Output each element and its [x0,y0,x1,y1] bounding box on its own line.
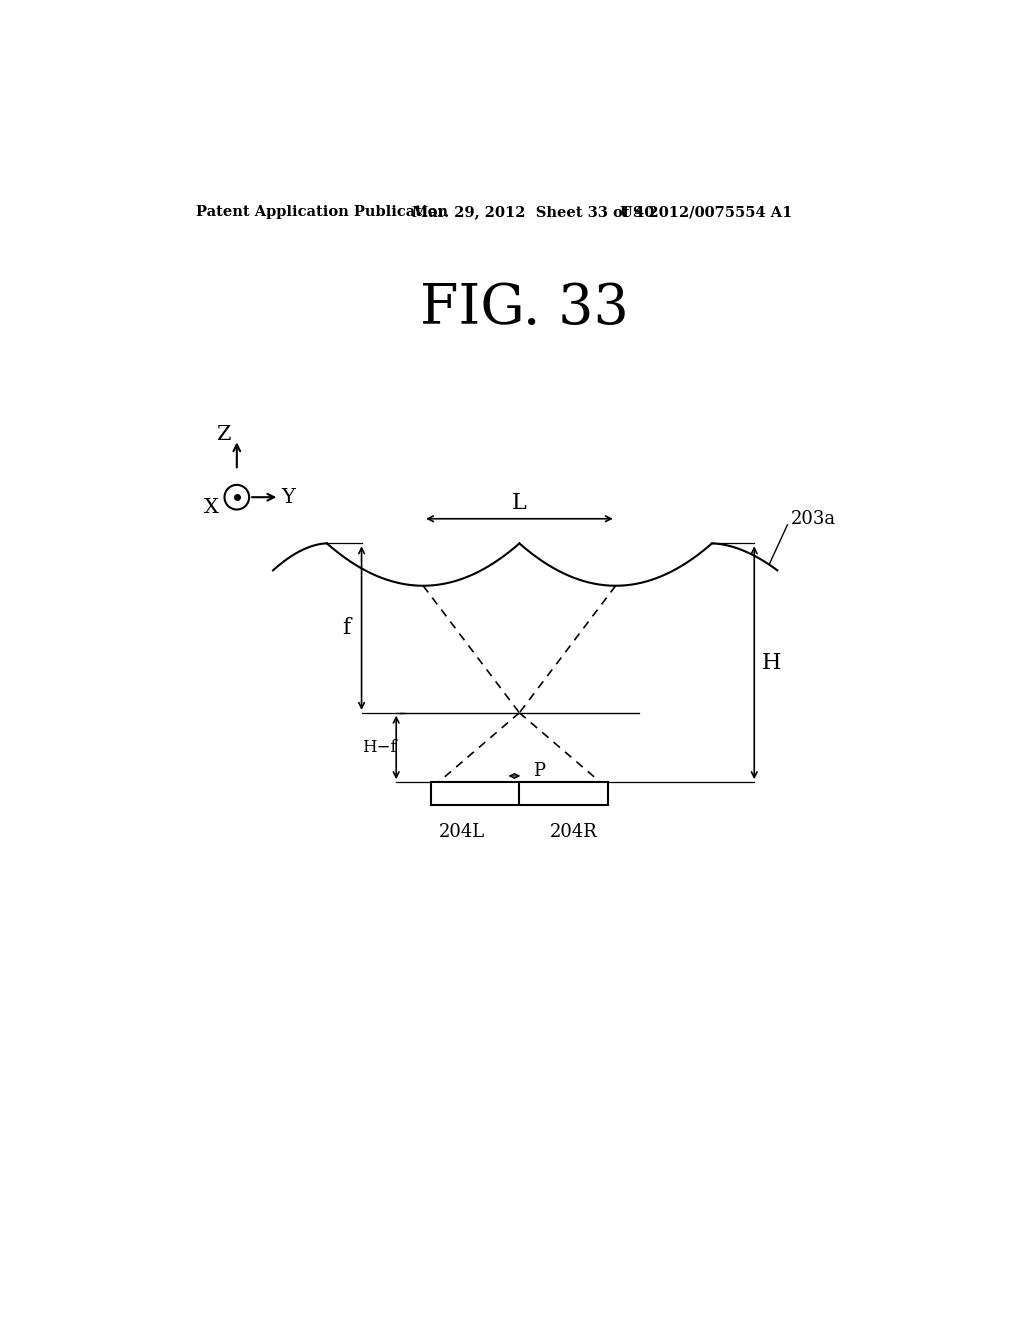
Text: L: L [512,492,526,515]
Text: 204R: 204R [550,824,597,841]
Text: US 2012/0075554 A1: US 2012/0075554 A1 [620,206,792,219]
Text: Mar. 29, 2012  Sheet 33 of 40: Mar. 29, 2012 Sheet 33 of 40 [412,206,654,219]
Text: 203a: 203a [792,510,837,528]
Text: 204L: 204L [438,824,484,841]
Text: H−f: H−f [361,739,396,756]
Text: Z: Z [216,425,230,444]
Text: X: X [204,499,218,517]
Text: P: P [534,763,545,780]
Text: Patent Application Publication: Patent Application Publication [196,206,449,219]
Text: Y: Y [282,487,295,507]
Text: FIG. 33: FIG. 33 [421,281,629,335]
Text: H: H [762,652,781,673]
Text: f: f [342,618,350,639]
